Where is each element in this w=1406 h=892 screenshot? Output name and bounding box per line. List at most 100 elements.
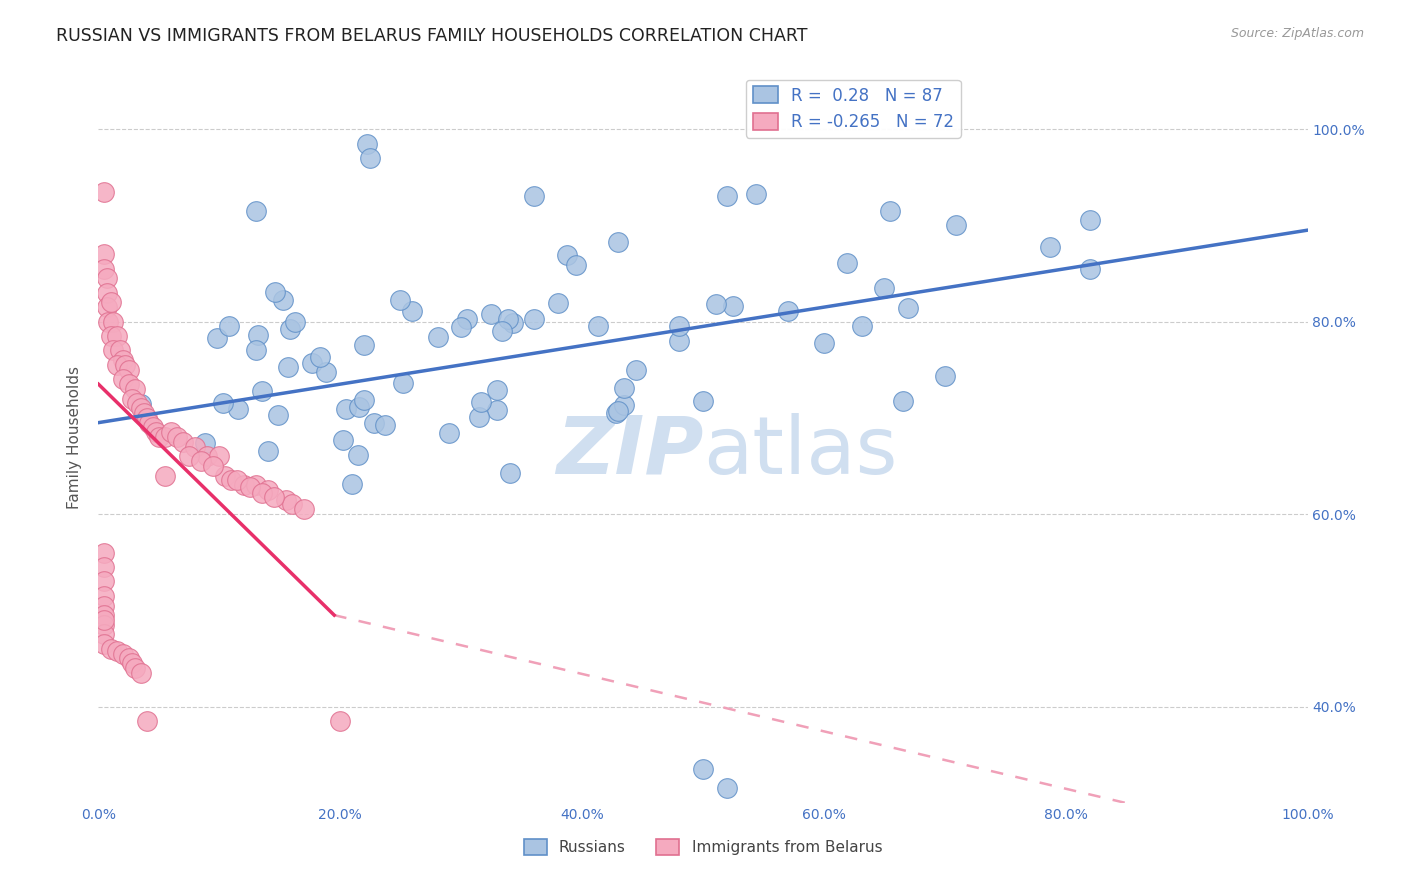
Point <box>426 330 449 344</box>
Point <box>284 315 307 329</box>
Point <box>716 188 738 202</box>
Point <box>195 450 218 464</box>
Point <box>212 396 235 410</box>
Point <box>127 396 149 410</box>
Point <box>142 420 165 434</box>
Point <box>363 416 385 430</box>
Point <box>218 318 240 333</box>
Point <box>485 383 508 397</box>
Point <box>172 434 194 449</box>
Point <box>934 369 956 384</box>
Point <box>292 502 315 516</box>
Point <box>190 454 212 468</box>
Point <box>118 377 141 392</box>
Point <box>101 315 124 329</box>
Point <box>105 644 128 658</box>
Point <box>124 661 146 675</box>
Point <box>401 303 423 318</box>
Point <box>301 356 323 370</box>
Text: RUSSIAN VS IMMIGRANTS FROM BELARUS FAMILY HOUSEHOLDS CORRELATION CHART: RUSSIAN VS IMMIGRANTS FROM BELARUS FAMIL… <box>56 27 807 45</box>
Point <box>274 492 297 507</box>
Point <box>668 319 690 334</box>
Point <box>271 293 294 308</box>
Point <box>93 574 115 589</box>
Point <box>208 450 231 464</box>
Point <box>605 406 627 420</box>
Point <box>277 360 299 375</box>
Point <box>93 545 115 559</box>
Point <box>555 248 578 262</box>
Point <box>214 468 236 483</box>
Point <box>160 425 183 440</box>
Point <box>437 425 460 440</box>
Point <box>523 189 546 203</box>
Point <box>479 307 502 321</box>
Point <box>205 331 228 345</box>
Point <box>250 384 273 398</box>
Point <box>93 589 115 603</box>
Point <box>745 187 768 202</box>
Point <box>278 322 301 336</box>
Point <box>263 285 285 299</box>
Point <box>101 343 124 358</box>
Point <box>470 395 492 409</box>
Point <box>135 714 157 728</box>
Point <box>496 311 519 326</box>
Y-axis label: Family Households: Family Households <box>67 366 83 508</box>
Point <box>145 425 167 440</box>
Point <box>776 304 799 318</box>
Point <box>194 436 217 450</box>
Text: ZIP: ZIP <box>555 413 703 491</box>
Point <box>1078 212 1101 227</box>
Point <box>945 219 967 233</box>
Point <box>1039 240 1062 254</box>
Point <box>153 468 176 483</box>
Point <box>263 490 285 504</box>
Point <box>308 351 330 365</box>
Point <box>93 608 115 623</box>
Point <box>340 477 363 491</box>
Point <box>245 343 267 357</box>
Point <box>374 417 396 432</box>
Point <box>226 401 249 416</box>
Point <box>879 203 901 218</box>
Point <box>716 781 738 796</box>
Point <box>873 281 896 295</box>
Point <box>564 259 586 273</box>
Point <box>118 651 141 665</box>
Point <box>499 466 522 480</box>
Point <box>96 285 118 300</box>
Point <box>111 647 134 661</box>
Point <box>281 498 304 512</box>
Point <box>100 329 122 343</box>
Point <box>93 247 115 261</box>
Point <box>335 402 357 417</box>
Point <box>105 358 128 372</box>
Point <box>547 295 569 310</box>
Point <box>250 486 273 500</box>
Point <box>668 334 690 348</box>
Point <box>491 324 513 338</box>
Legend: Russians, Immigrants from Belarus: Russians, Immigrants from Belarus <box>517 833 889 861</box>
Point <box>329 714 352 728</box>
Point <box>93 599 115 613</box>
Point <box>692 394 714 409</box>
Point <box>612 398 634 412</box>
Point <box>96 300 118 314</box>
Point <box>245 203 267 218</box>
Point <box>153 430 176 444</box>
Point <box>100 641 122 656</box>
Point <box>1078 261 1101 276</box>
Point <box>121 392 143 406</box>
Point <box>607 235 630 250</box>
Point <box>129 401 152 416</box>
Point <box>837 256 859 270</box>
Point <box>613 381 636 395</box>
Point <box>148 430 170 444</box>
Point <box>692 762 714 776</box>
Point <box>256 483 278 497</box>
Point <box>347 400 370 414</box>
Point <box>129 665 152 680</box>
Point <box>124 382 146 396</box>
Point <box>166 430 188 444</box>
